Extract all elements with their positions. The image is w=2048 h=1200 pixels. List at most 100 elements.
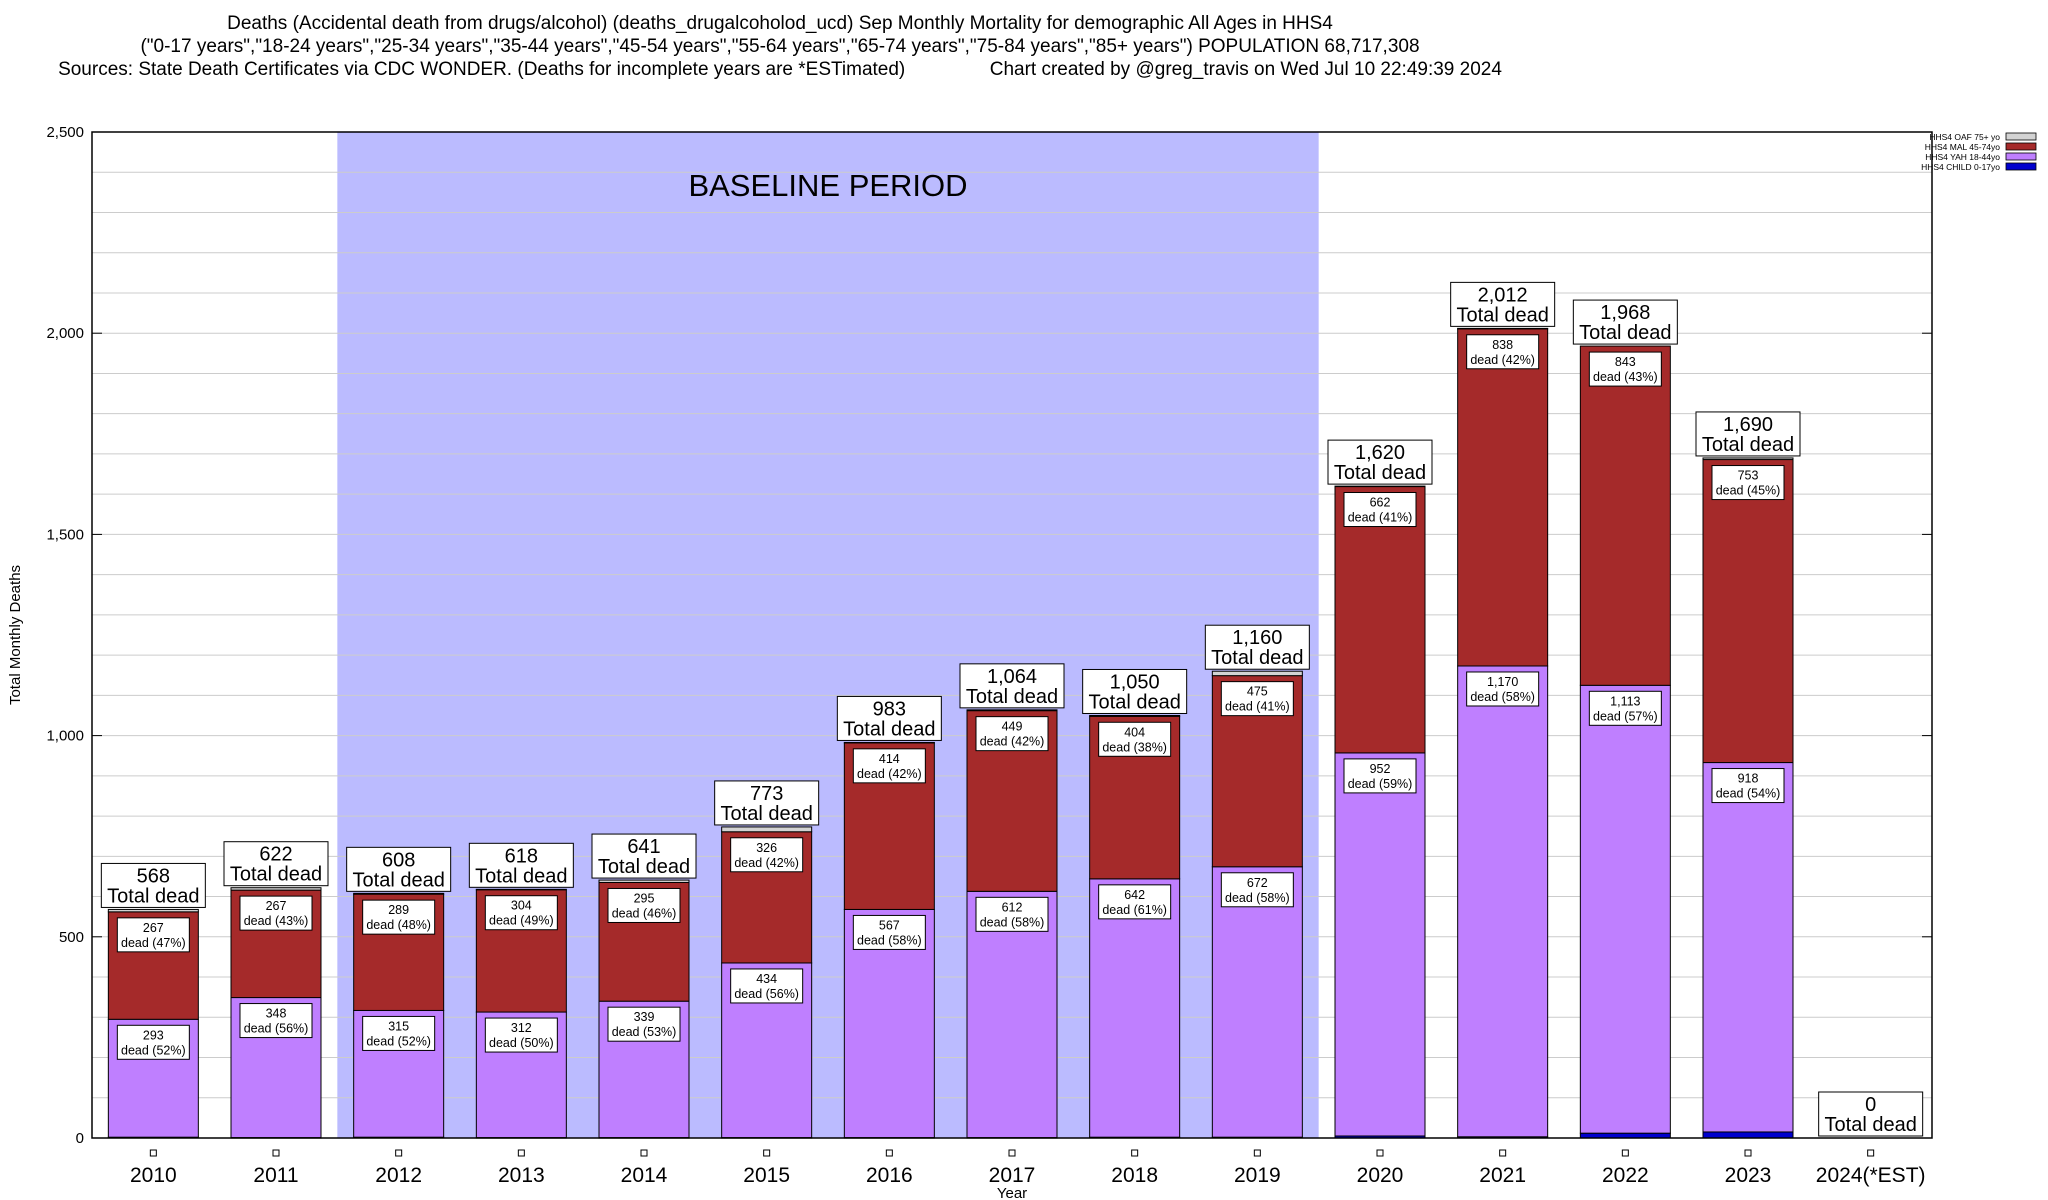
segment-pct-label: dead (42%) xyxy=(857,767,922,781)
segment-pct-label: dead (58%) xyxy=(1470,690,1535,704)
bar-segment-oaf xyxy=(1089,714,1181,717)
total-label-box xyxy=(1204,624,1310,670)
segment-label-box xyxy=(975,716,1049,752)
segment-value-label: 304 xyxy=(511,899,532,913)
x-tick-label: 2014 xyxy=(621,1164,668,1187)
total-label-box xyxy=(1450,281,1556,327)
segment-label-box xyxy=(116,917,190,953)
segment-pct-label: dead (41%) xyxy=(1225,700,1290,714)
total-dead-label: Total dead xyxy=(1334,462,1426,484)
legend-swatch-yah xyxy=(2005,152,2037,161)
total-value-label: 1,064 xyxy=(987,666,1037,688)
segment-value-label: 753 xyxy=(1738,469,1759,483)
segment-value-label: 267 xyxy=(143,921,164,935)
segment-pct-label: dead (48%) xyxy=(366,918,431,932)
segment-pct-label: dead (43%) xyxy=(1593,370,1658,384)
segment-pct-label: dead (41%) xyxy=(1348,511,1413,525)
x-tick-label: 2020 xyxy=(1357,1164,1404,1187)
segment-pct-label: dead (61%) xyxy=(1102,903,1167,917)
segment-label-box xyxy=(484,895,558,931)
segment-pct-label: dead (43%) xyxy=(244,914,309,928)
x-tick-label: 2016 xyxy=(866,1164,913,1187)
x-tick-label: 2013 xyxy=(498,1164,545,1187)
segment-value-label: 315 xyxy=(388,1019,409,1033)
segment-label-box xyxy=(362,899,436,935)
segment-label-box xyxy=(1711,768,1785,804)
segment-value-label: 404 xyxy=(1124,725,1145,739)
x-tick-marker xyxy=(763,1149,771,1157)
bar-segment-yah xyxy=(1579,684,1671,1134)
segment-value-label: 918 xyxy=(1738,772,1759,786)
bar-segment-mal xyxy=(1457,328,1549,667)
chart-title-line-2: ("0-17 years","18-24 years","25-34 years… xyxy=(140,36,1420,57)
segment-label-box xyxy=(239,1003,313,1039)
y-axis-label: Total Monthly Deaths xyxy=(7,565,24,705)
legend-label-yah: HHS4 YAH 18-44yo xyxy=(1925,152,2000,162)
segment-value-label: 312 xyxy=(511,1021,532,1035)
baseline-period-label: BASELINE PERIOD xyxy=(688,168,967,203)
segment-pct-label: dead (52%) xyxy=(121,1043,186,1057)
segment-pct-label: dead (42%) xyxy=(1470,353,1535,367)
total-label-box xyxy=(346,846,452,892)
total-dead-label: Total dead xyxy=(1702,434,1794,456)
segment-pct-label: dead (42%) xyxy=(980,735,1045,749)
x-tick-marker xyxy=(1867,1149,1875,1157)
segment-label-box xyxy=(1711,465,1785,501)
legend-swatch-oaf xyxy=(2005,132,2037,141)
total-value-label: 1,620 xyxy=(1355,442,1405,464)
total-label-box xyxy=(1818,1091,1924,1137)
x-tick-label: 2018 xyxy=(1111,1164,1158,1187)
total-dead-label: Total dead xyxy=(1211,647,1303,669)
x-tick-marker xyxy=(1621,1149,1629,1157)
segment-value-label: 642 xyxy=(1124,888,1145,902)
y-tick-label: 2,500 xyxy=(46,124,84,141)
segment-label-box xyxy=(1588,351,1662,387)
total-label-box xyxy=(1695,411,1801,457)
total-value-label: 983 xyxy=(873,698,906,720)
total-dead-label: Total dead xyxy=(1825,1114,1917,1136)
bar-segment-oaf xyxy=(1334,485,1426,488)
segment-pct-label: dead (56%) xyxy=(734,987,799,1001)
segment-label-box xyxy=(730,837,804,873)
segment-pct-label: dead (58%) xyxy=(1225,891,1290,905)
segment-label-box xyxy=(852,914,926,950)
segment-pct-label: dead (42%) xyxy=(734,856,799,870)
x-tick-label: 2023 xyxy=(1725,1164,1772,1187)
total-label-box xyxy=(836,695,942,741)
segment-label-box xyxy=(1098,721,1172,757)
segment-value-label: 293 xyxy=(143,1028,164,1042)
segment-label-box xyxy=(730,968,804,1004)
bar-segment-yah xyxy=(1702,762,1794,1133)
legend-swatch-mal xyxy=(2005,142,2037,151)
segment-label-box xyxy=(852,748,926,784)
y-tick-label: 1,000 xyxy=(46,728,84,745)
total-dead-label: Total dead xyxy=(475,865,567,887)
total-dead-label: Total dead xyxy=(1457,304,1549,326)
x-tick-label: 2022 xyxy=(1602,1164,1649,1187)
bar-segment-oaf xyxy=(353,892,445,895)
total-label-box xyxy=(100,862,206,908)
bar-segment-yah xyxy=(1457,665,1549,1138)
segment-value-label: 289 xyxy=(388,903,409,917)
bar-segment-oaf xyxy=(721,826,813,833)
segment-pct-label: dead (59%) xyxy=(1348,777,1413,791)
segment-value-label: 449 xyxy=(1002,720,1023,734)
x-tick-label: 2019 xyxy=(1234,1164,1281,1187)
x-tick-label: 2015 xyxy=(743,1164,790,1187)
bar-segment-oaf xyxy=(107,908,199,913)
x-tick-marker xyxy=(640,1149,648,1157)
segment-pct-label: dead (50%) xyxy=(489,1036,554,1050)
bar-segment-mal xyxy=(1334,486,1426,754)
x-tick-marker xyxy=(149,1149,157,1157)
segment-value-label: 843 xyxy=(1615,355,1636,369)
x-axis-label: Year xyxy=(997,1185,1027,1200)
total-dead-label: Total dead xyxy=(353,869,445,891)
bar-segment-oaf xyxy=(843,741,935,744)
segment-value-label: 1,113 xyxy=(1610,694,1640,708)
segment-label-box xyxy=(239,895,313,931)
segment-value-label: 1,170 xyxy=(1487,675,1518,689)
bar-segment-oaf xyxy=(966,709,1058,712)
segment-label-box xyxy=(1098,884,1172,920)
x-tick-label: 2012 xyxy=(375,1164,422,1187)
